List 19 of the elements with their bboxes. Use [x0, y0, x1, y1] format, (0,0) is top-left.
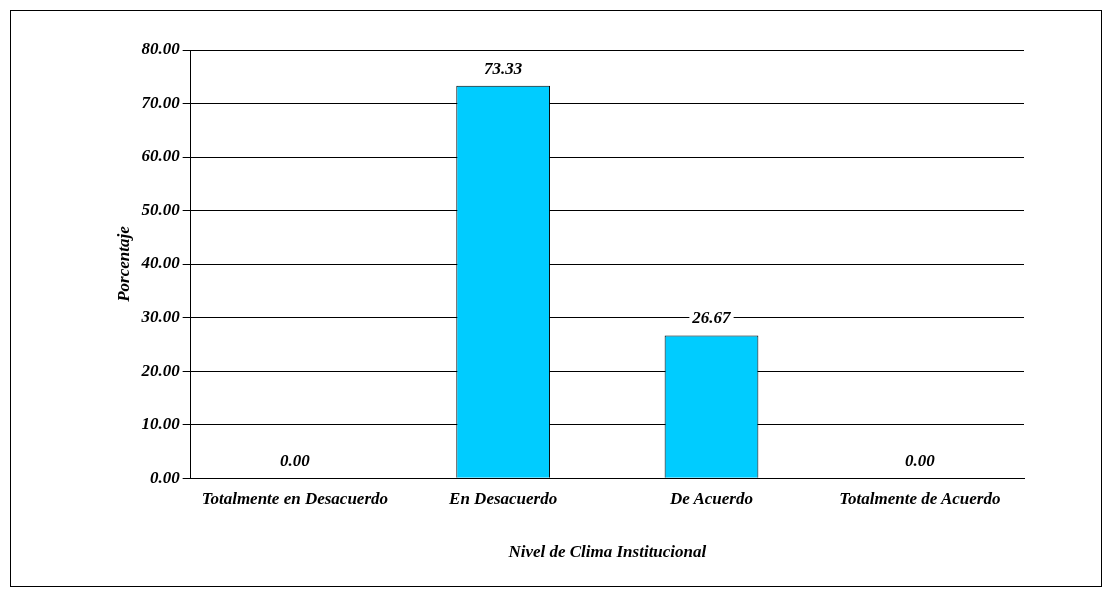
- x-tick-label: En Desacuerdo: [448, 488, 558, 508]
- data-label: 73.33: [484, 58, 523, 78]
- data-label: 26.67: [691, 308, 733, 328]
- x-tick-label: De Acuerdo: [669, 488, 753, 508]
- x-tick-label: Totalmente de Acuerdo: [839, 488, 1001, 508]
- y-tick-label: 70.00: [141, 92, 181, 112]
- y-axis-title: Porcentaje: [113, 225, 133, 303]
- data-label: 0.00: [279, 451, 311, 471]
- x-axis-title: Nivel de Clima Institucional: [507, 542, 707, 562]
- y-tick-label: 0.00: [149, 467, 181, 487]
- data-label: 0.00: [904, 451, 936, 471]
- y-tick-label: 60.00: [141, 146, 181, 166]
- y-tick-label: 50.00: [141, 199, 181, 219]
- y-tick-label: 40.00: [140, 253, 181, 273]
- y-tick-label: 30.00: [140, 307, 181, 327]
- y-tick-label: 20.00: [140, 360, 181, 380]
- y-tick-label: 10.00: [141, 414, 181, 434]
- x-tick-label: Totalmente en Desacuerdo: [201, 488, 389, 508]
- y-tick-label: 80.00: [141, 39, 181, 59]
